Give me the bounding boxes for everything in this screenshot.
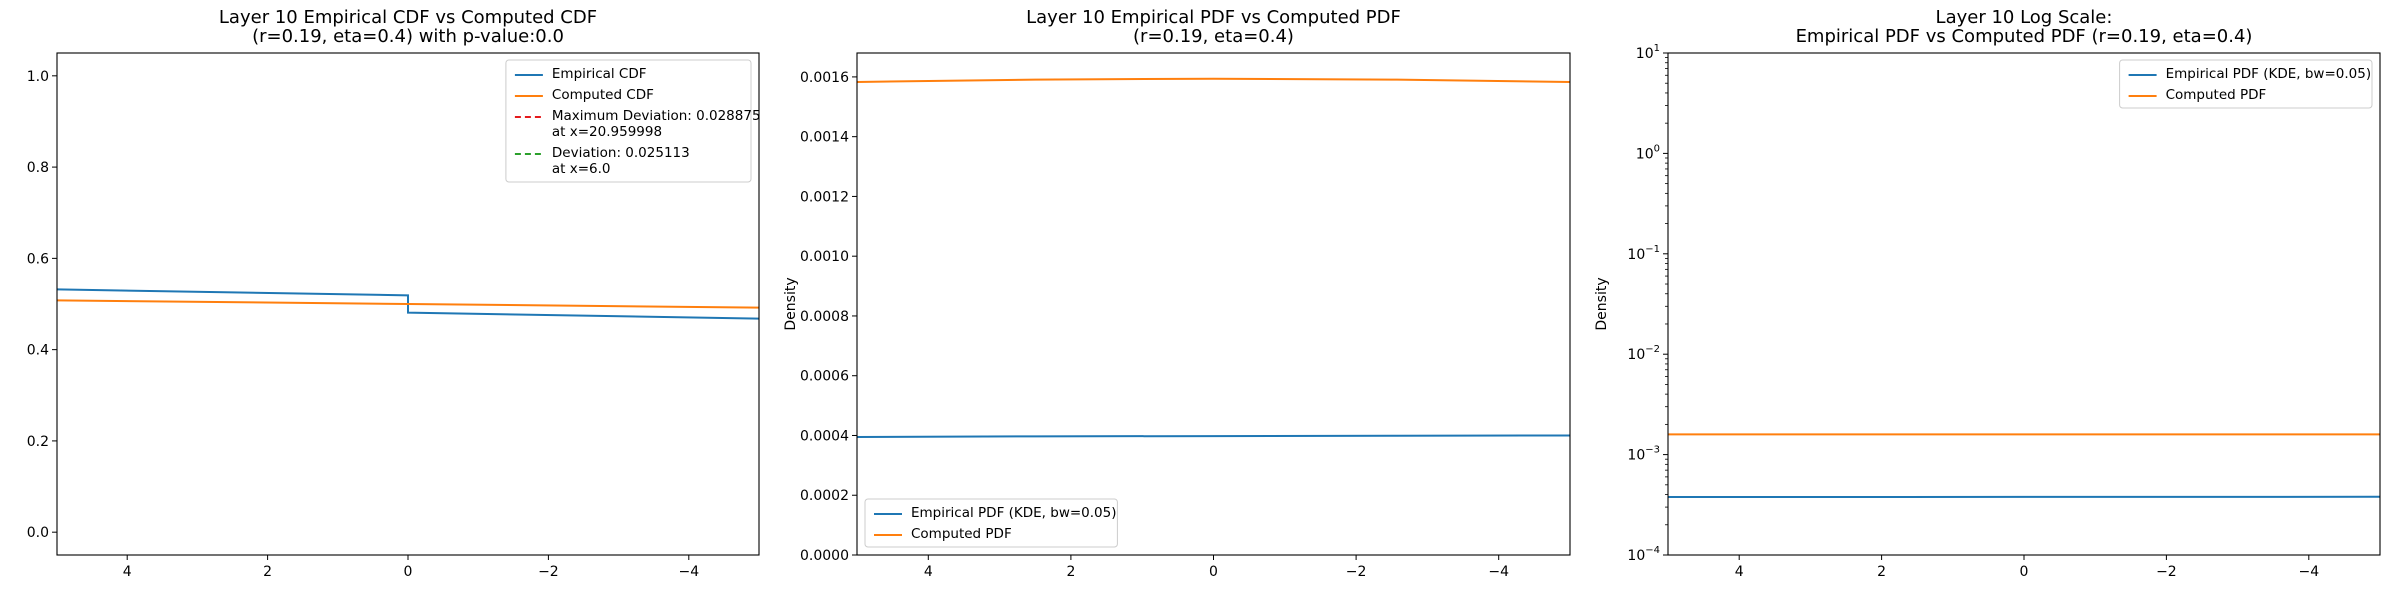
y-tick-label: 10−1 <box>1627 244 1660 263</box>
y-tick-label: 0.0010 <box>800 249 849 265</box>
x-tick-label: 0 <box>1209 564 1218 580</box>
legend-frame <box>864 498 1118 548</box>
y-tick-label: 10−2 <box>1627 344 1660 363</box>
legend: Empirical PDF (KDE, bw=0.05) Computed PDF <box>864 498 1118 548</box>
y-tick-label: 100 <box>1636 143 1660 162</box>
legend-label: Computed CDF <box>552 87 654 103</box>
series-line-2 <box>857 77 1570 83</box>
legend: Empirical CDF Computed CDF Maximum Deviati… <box>505 59 761 183</box>
legend-label: at x=20.959998 <box>552 124 662 140</box>
chart-panel-2: Layer 10 Empirical PDF vs Computed PDF(r… <box>783 7 1571 580</box>
chart-panel-1: Layer 10 Empirical CDF vs Computed CDF(r… <box>27 7 761 580</box>
y-tick-label: 0.0000 <box>800 548 849 564</box>
legend-label: Empirical PDF (KDE, bw=0.05) <box>911 505 1117 521</box>
series-line-1 <box>857 434 1570 438</box>
y-tick-label: 10−3 <box>1627 445 1660 464</box>
x-tick-label: 0 <box>2020 564 2029 580</box>
y-tick-label: 0.2 <box>27 434 49 450</box>
chart-title-line-2: Empirical PDF vs Computed PDF (r=0.19, e… <box>1796 26 2253 47</box>
y-tick-label: 10−4 <box>1627 545 1660 564</box>
chart-title-line-2: (r=0.19, eta=0.4) <box>1133 26 1294 47</box>
legend-label: Computed PDF <box>911 526 1012 542</box>
y-tick-label: 0.0012 <box>800 189 849 205</box>
chart-title-line-1: Layer 10 Empirical CDF vs Computed CDF <box>219 7 597 28</box>
y-tick-label: 0.0006 <box>800 369 849 385</box>
x-tick-label: 0 <box>404 564 413 580</box>
axes-frame <box>856 52 1571 556</box>
chart-title-line-1: Layer 10 Log Scale: <box>1936 7 2113 28</box>
axes-frame <box>1667 52 2381 556</box>
x-tick-label: −2 <box>1346 564 1367 580</box>
x-tick-label: −2 <box>2156 564 2177 580</box>
y-tick-label: 0.0 <box>27 525 49 541</box>
x-tick-label: −2 <box>538 564 559 580</box>
y-axis-label: Density <box>783 277 799 330</box>
x-tick-label: 2 <box>1066 564 1075 580</box>
legend: Empirical PDF (KDE, bw=0.05) Computed PDF <box>2119 59 2373 109</box>
y-tick-label: 0.8 <box>27 160 49 176</box>
legend-label: Deviation: 0.025113 <box>552 145 690 161</box>
x-tick-label: 4 <box>123 564 132 580</box>
y-tick-label: 101 <box>1636 43 1660 62</box>
legend-label: Maximum Deviation: 0.028875 <box>552 108 761 124</box>
series-line-2 <box>57 299 759 309</box>
y-tick-label: 1.0 <box>27 69 49 85</box>
x-tick-label: 4 <box>924 564 933 580</box>
x-tick-label: −4 <box>678 564 699 580</box>
y-tick-label: 0.0008 <box>800 309 849 325</box>
legend-frame <box>2119 59 2373 109</box>
y-axis-label: Density <box>1594 277 1610 330</box>
chart-title-line-2: (r=0.19, eta=0.4) with p-value:0.0 <box>252 26 564 47</box>
x-tick-label: −4 <box>1488 564 1509 580</box>
chart-panel-3: Layer 10 Log Scale:Empirical PDF vs Comp… <box>1594 7 2381 580</box>
x-tick-label: 4 <box>1735 564 1744 580</box>
y-tick-label: 0.0004 <box>800 428 849 444</box>
x-tick-label: −4 <box>2298 564 2319 580</box>
y-tick-label: 0.0016 <box>800 70 849 86</box>
x-tick-label: 2 <box>263 564 272 580</box>
y-tick-label: 0.6 <box>27 251 49 267</box>
legend-frame <box>505 59 752 183</box>
legend-label: at x=6.0 <box>552 161 611 177</box>
legend-label: Computed PDF <box>2166 87 2267 103</box>
chart-title-line-1: Layer 10 Empirical PDF vs Computed PDF <box>1026 7 1401 28</box>
legend-label: Empirical CDF <box>552 66 647 82</box>
legend-label: Empirical PDF (KDE, bw=0.05) <box>2166 66 2372 82</box>
y-tick-label: 0.4 <box>27 343 49 359</box>
y-tick-label: 0.0014 <box>800 130 849 146</box>
y-tick-label: 0.0002 <box>800 488 849 504</box>
x-tick-label: 2 <box>1877 564 1886 580</box>
